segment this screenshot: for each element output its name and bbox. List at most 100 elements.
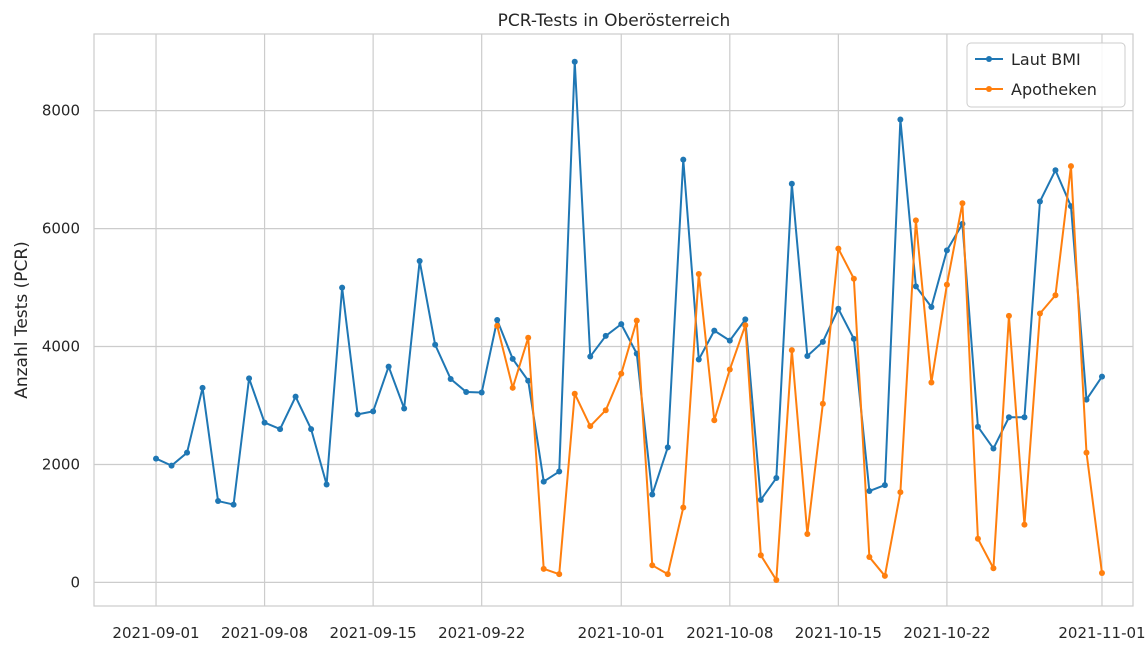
data-point-apotheken — [757, 552, 764, 559]
data-point-laut-bmi — [246, 375, 253, 382]
series-layer — [153, 58, 1105, 584]
data-point-laut-bmi — [726, 337, 733, 344]
data-point-apotheken — [1021, 521, 1028, 528]
data-point-laut-bmi — [525, 377, 532, 384]
data-point-apotheken — [711, 417, 718, 424]
data-point-laut-bmi — [153, 455, 160, 462]
data-point-laut-bmi — [184, 449, 191, 456]
data-point-apotheken — [1067, 163, 1074, 170]
y-tick-label: 0 — [70, 573, 80, 591]
data-point-apotheken — [525, 334, 532, 341]
x-tick-label: 2021-09-08 — [221, 624, 308, 642]
data-point-laut-bmi — [1083, 396, 1090, 403]
data-point-apotheken — [943, 281, 950, 288]
data-point-apotheken — [1005, 312, 1012, 319]
data-point-laut-bmi — [618, 321, 625, 328]
x-axis-ticks: 2021-09-01 2021-09-08 2021-09-15 2021-09-22… — [112, 624, 1145, 642]
data-point-apotheken — [494, 322, 501, 329]
y-axis-label: Anzahl Tests (PCR) — [12, 241, 32, 399]
data-point-laut-bmi — [1021, 414, 1028, 421]
data-point-laut-bmi — [819, 338, 826, 345]
data-point-laut-bmi — [1005, 414, 1012, 421]
x-tick-label: 2021-10-22 — [903, 624, 990, 642]
data-point-laut-bmi — [742, 316, 749, 323]
data-point-laut-bmi — [556, 468, 563, 475]
data-point-laut-bmi — [1036, 198, 1043, 205]
data-point-apotheken — [1036, 310, 1043, 317]
data-point-laut-bmi — [354, 411, 361, 418]
data-point-laut-bmi — [587, 353, 594, 360]
data-point-laut-bmi — [370, 408, 377, 415]
data-point-laut-bmi — [881, 482, 888, 489]
data-point-laut-bmi — [416, 258, 423, 265]
data-point-laut-bmi — [339, 284, 346, 291]
y-tick-label: 4000 — [42, 338, 80, 356]
legend-box — [966, 42, 1126, 108]
data-point-apotheken — [664, 571, 671, 578]
data-point-apotheken — [695, 271, 702, 278]
data-point-laut-bmi — [571, 58, 578, 65]
legend-label-laut-bmi: Laut BMI — [1011, 50, 1081, 69]
data-point-laut-bmi — [835, 305, 842, 312]
data-point-laut-bmi — [649, 491, 656, 498]
data-point-laut-bmi — [664, 444, 671, 451]
data-point-apotheken — [680, 504, 687, 511]
data-point-apotheken — [649, 562, 656, 569]
data-point-laut-bmi — [261, 419, 268, 426]
data-point-apotheken — [959, 200, 966, 207]
data-point-laut-bmi — [990, 445, 997, 452]
y-axis-ticks: 0 2000 4000 6000 8000 — [42, 102, 80, 592]
y-tick-label: 6000 — [42, 220, 80, 238]
data-point-laut-bmi — [478, 389, 485, 396]
legend-marker-laut-bmi — [986, 56, 992, 62]
data-point-laut-bmi — [788, 180, 795, 187]
data-point-laut-bmi — [602, 332, 609, 339]
data-point-apotheken — [1098, 569, 1105, 576]
legend: Laut BMI Apotheken — [966, 42, 1126, 108]
data-point-apotheken — [881, 572, 888, 579]
data-point-laut-bmi — [509, 355, 516, 362]
series-line-laut-bmi — [155, 60, 1103, 506]
plot-area — [94, 34, 1133, 606]
x-tick-label: 2021-11-01 — [1058, 624, 1145, 642]
x-tick-label: 2021-10-15 — [795, 624, 882, 642]
data-point-laut-bmi — [323, 481, 330, 488]
data-point-laut-bmi — [385, 363, 392, 370]
x-tick-label: 2021-10-01 — [578, 624, 665, 642]
data-point-laut-bmi — [432, 341, 439, 348]
data-point-laut-bmi — [1052, 167, 1059, 174]
data-point-laut-bmi — [928, 304, 935, 311]
data-point-laut-bmi — [463, 388, 470, 395]
data-point-apotheken — [571, 390, 578, 397]
x-tick-label: 2021-10-08 — [686, 624, 773, 642]
data-point-apotheken — [819, 400, 826, 407]
data-point-laut-bmi — [277, 426, 284, 433]
data-point-laut-bmi — [447, 375, 454, 382]
data-point-apotheken — [742, 322, 749, 329]
series-line-apotheken — [496, 165, 1103, 582]
y-tick-label: 2000 — [42, 455, 80, 473]
data-point-apotheken — [990, 565, 997, 572]
data-point-laut-bmi — [230, 501, 237, 508]
data-point-laut-bmi — [494, 317, 501, 323]
data-point-apotheken — [897, 489, 904, 496]
data-point-apotheken — [556, 571, 563, 578]
data-point-laut-bmi — [711, 327, 718, 334]
data-point-laut-bmi — [199, 384, 206, 391]
data-point-apotheken — [633, 317, 640, 324]
data-point-apotheken — [587, 423, 594, 430]
data-point-laut-bmi — [773, 475, 780, 482]
data-point-apotheken — [788, 347, 795, 354]
data-point-apotheken — [1083, 449, 1090, 456]
data-point-laut-bmi — [292, 393, 299, 400]
data-point-laut-bmi — [897, 116, 904, 123]
data-point-laut-bmi — [912, 283, 919, 290]
grid-lines — [94, 34, 1133, 606]
data-point-laut-bmi — [540, 478, 547, 485]
data-point-laut-bmi — [1098, 373, 1105, 380]
plot-frame — [93, 33, 1134, 607]
data-point-laut-bmi — [757, 496, 764, 503]
legend-marker-apotheken — [986, 86, 992, 92]
data-point-apotheken — [974, 535, 981, 542]
